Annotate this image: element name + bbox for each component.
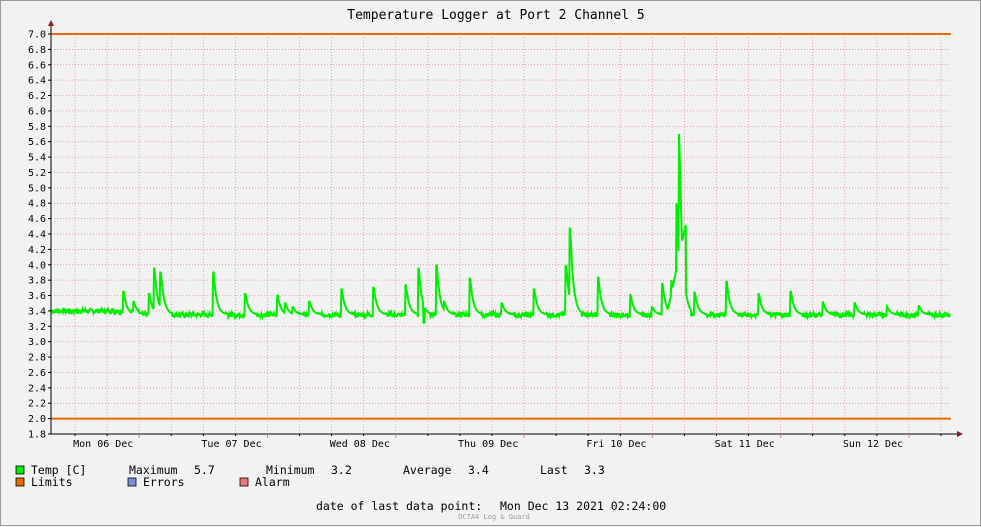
legend-maximum-label: Maximum bbox=[129, 463, 178, 477]
legend: Temp [C] Maximum 5.7 Minimum 3.2 Average… bbox=[15, 463, 605, 489]
x-tick-label: Tue 07 Dec bbox=[201, 439, 261, 450]
legend-minimum-value: 3.2 bbox=[331, 463, 352, 477]
series-line-temp bbox=[51, 133, 952, 324]
x-axis-arrow bbox=[957, 431, 963, 437]
legend-swatch-temp bbox=[15, 465, 25, 475]
legend-errors-label: Errors bbox=[143, 475, 185, 489]
x-tick-label: Thu 09 Dec bbox=[458, 439, 518, 450]
y-tick-label: 3.6 bbox=[28, 291, 46, 302]
y-tick-label: 4.6 bbox=[28, 214, 46, 225]
y-tick-label: 2.0 bbox=[28, 414, 46, 425]
y-tick-label: 3.2 bbox=[28, 322, 46, 333]
y-tick-label: 2.6 bbox=[28, 368, 46, 379]
y-tick-label: 5.4 bbox=[28, 153, 46, 164]
legend-minimum-label: Minimum bbox=[266, 463, 315, 477]
y-tick-label: 4.8 bbox=[28, 199, 46, 210]
y-tick-label: 7.0 bbox=[28, 30, 46, 41]
last-data-value: Mon Dec 13 2021 02:24:00 bbox=[500, 499, 666, 513]
x-tick-label: Sat 11 Dec bbox=[715, 439, 775, 450]
axes bbox=[48, 20, 963, 437]
y-axis-arrow bbox=[48, 20, 54, 26]
last-data-label: date of last data point: bbox=[316, 499, 482, 513]
legend-last-value: 3.3 bbox=[584, 463, 605, 477]
legend-swatch-errors bbox=[127, 477, 137, 487]
legend-maximum-value: 5.7 bbox=[194, 463, 215, 477]
series-temp bbox=[51, 133, 952, 324]
y-tick-label: 2.4 bbox=[28, 383, 46, 394]
y-tick-label: 3.4 bbox=[28, 306, 46, 317]
y-tick-label: 5.6 bbox=[28, 137, 46, 148]
legend-average-label: Average bbox=[403, 463, 452, 477]
x-tick-label: Sun 12 Dec bbox=[843, 439, 903, 450]
legend-swatch-alarm bbox=[239, 477, 249, 487]
chart-title: Temperature Logger at Port 2 Channel 5 bbox=[347, 8, 644, 23]
y-tick-label: 3.0 bbox=[28, 337, 46, 348]
y-tick-label: 6.4 bbox=[28, 76, 46, 87]
y-tick-label: 4.0 bbox=[28, 260, 46, 271]
grid-lines bbox=[51, 33, 951, 435]
legend-temp-label: Temp [C] bbox=[31, 463, 86, 477]
watermark: OCTA4 Log & Guard bbox=[458, 513, 530, 521]
legend-average-value: 3.4 bbox=[468, 463, 489, 477]
y-tick-label: 5.0 bbox=[28, 183, 46, 194]
y-tick-label: 6.0 bbox=[28, 106, 46, 117]
y-tick-label: 5.2 bbox=[28, 168, 46, 179]
legend-limits-label: Limits bbox=[31, 475, 73, 489]
y-tick-label: 5.8 bbox=[28, 122, 46, 133]
x-tick-label: Mon 06 Dec bbox=[73, 439, 133, 450]
y-tick-label: 3.8 bbox=[28, 276, 46, 287]
legend-swatch-limits bbox=[15, 477, 25, 487]
legend-alarm-label: Alarm bbox=[255, 475, 290, 489]
y-tick-label: 4.2 bbox=[28, 245, 46, 256]
limit-lines bbox=[51, 33, 951, 420]
y-tick-label: 2.8 bbox=[28, 353, 46, 364]
y-tick-label: 6.2 bbox=[28, 91, 46, 102]
legend-last-label: Last bbox=[540, 463, 568, 477]
y-tick-label: 6.8 bbox=[28, 45, 46, 56]
y-tick-label: 6.6 bbox=[28, 60, 46, 71]
y-tick-label: 1.8 bbox=[28, 430, 46, 441]
y-tick-label: 2.2 bbox=[28, 399, 46, 410]
x-tick-label: Wed 08 Dec bbox=[330, 439, 390, 450]
y-tick-label: 4.4 bbox=[28, 230, 46, 241]
x-tick-label: Fri 10 Dec bbox=[586, 439, 646, 450]
y-axis-ticks: 1.8 2.0 2.2 2.4 2.6 2.8 3.0 3.2 3.4 3.6 3.8 4.0 4.2 4… bbox=[28, 30, 51, 441]
x-axis-ticks: Mon 06 Dec Tue 07 Dec Wed 08 Dec Thu 09 Dec… bbox=[73, 434, 942, 450]
